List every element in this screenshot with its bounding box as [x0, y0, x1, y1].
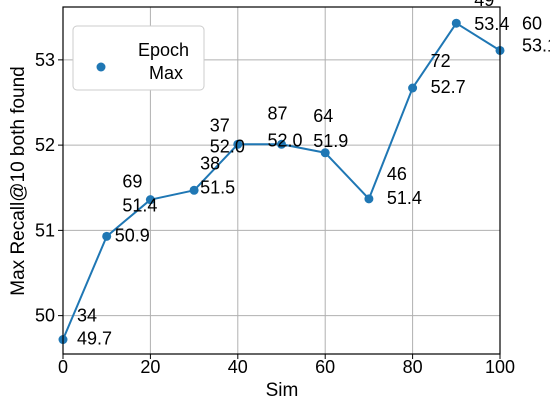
annotation-epoch: 87 — [268, 103, 288, 123]
x-tick-label: 40 — [228, 357, 248, 377]
annotation-value: 53.1 — [522, 35, 550, 55]
annotation-epoch: 64 — [313, 106, 333, 126]
x-tick-label: 20 — [140, 357, 160, 377]
annotation-epoch: 49 — [474, 0, 494, 10]
legend-box — [72, 25, 205, 91]
data-point — [145, 195, 155, 205]
legend: Epoch Max — [72, 25, 205, 91]
annotation-epoch: 37 — [210, 115, 230, 135]
legend-marker — [96, 62, 106, 72]
data-point — [320, 148, 330, 158]
annotation-epoch: 38 — [200, 153, 220, 173]
legend-label-max: Max — [149, 63, 183, 83]
data-point — [102, 231, 112, 241]
x-tick-label: 80 — [403, 357, 423, 377]
x-tick-label: 0 — [58, 357, 68, 377]
annotation-value: 53.4 — [474, 14, 509, 34]
annotation-epoch: 72 — [431, 51, 451, 71]
annotation-value: 52.7 — [431, 77, 466, 97]
data-point — [189, 185, 199, 195]
annotation-value: 49.7 — [77, 329, 112, 349]
annotation-epoch: 60 — [522, 13, 542, 33]
annotation-epoch: 34 — [77, 306, 97, 326]
y-tick-label: 50 — [35, 306, 55, 326]
annotation-epoch: 46 — [387, 164, 407, 184]
data-point — [408, 83, 418, 93]
annotation-value: 51.4 — [122, 196, 157, 216]
x-tick-label: 60 — [315, 357, 335, 377]
annotation-value: 51.9 — [313, 131, 348, 151]
x-axis-label: Sim — [266, 380, 299, 401]
annotation-value: 51.4 — [387, 188, 422, 208]
annotation-value: 50.9 — [115, 225, 150, 245]
annotation-value: 52.0 — [210, 136, 245, 156]
data-point — [277, 139, 286, 149]
legend-label-epoch: Epoch — [138, 40, 189, 60]
y-tick-label: 53 — [35, 50, 55, 70]
y-tick-label: 52 — [35, 135, 55, 155]
data-point — [451, 18, 461, 28]
y-tick-label: 51 — [35, 220, 55, 240]
x-tick-label: 100 — [485, 357, 515, 377]
data-point — [364, 194, 374, 204]
annotation-epoch: 69 — [122, 172, 142, 192]
data-point — [233, 139, 243, 149]
plot-frame — [62, 6, 501, 355]
annotation-value: 51.5 — [200, 177, 235, 197]
annotation-layer: 3449.750.96951.43851.53752.08752.06451.9… — [77, 0, 550, 349]
y-axis-label: Max Recall@10 both found — [8, 66, 29, 295]
tick-layer: 0 20 40 60 80 100 50 51 52 53 — [35, 50, 515, 377]
annotation-value: 52.0 — [268, 130, 303, 150]
